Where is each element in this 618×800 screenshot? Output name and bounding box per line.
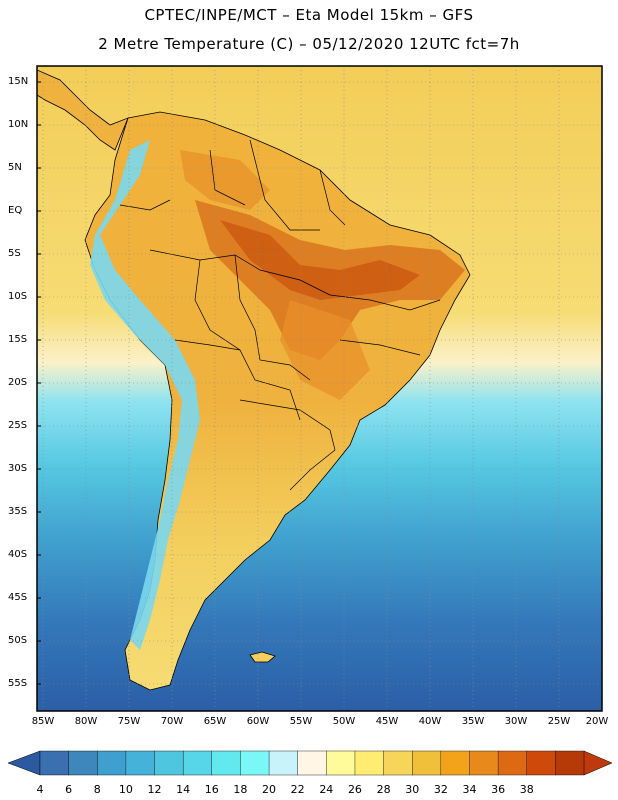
colorbar-segment [354,750,385,776]
lon-label-30w: 30W [504,716,528,727]
colorbar-under-arrow [7,750,41,776]
warm-region-center [180,150,370,400]
colorbar-segment [412,750,442,776]
colorbar-segment [440,750,470,776]
lon-label-65w: 65W [203,716,227,727]
colorbar-label: 30 [405,783,420,796]
colorbar-label: 26 [347,783,362,796]
lon-label-70w: 70W [160,716,184,727]
colorbar-segment [268,750,299,776]
colorbar-segment [68,750,98,776]
colorbar-segments [39,750,585,776]
lon-label-55w: 55W [289,716,313,727]
lat-label-55s: 55S [8,678,28,689]
colorbar-label: 34 [462,783,477,796]
lat-label-50s: 50S [8,635,28,646]
chart-subtitle: 2 Metre Temperature (C) – 05/12/2020 12U… [98,35,520,53]
colorbar-label: 8 [93,783,101,796]
colorbar-label: 12 [147,783,162,796]
colorbar-segment [182,750,213,776]
colorbar-label: 36 [491,783,506,796]
lat-label-10n: 10N [8,119,29,130]
lon-label-45w: 45W [375,716,399,727]
colorbar-label: 20 [262,783,277,796]
colorbar-segment [125,750,156,776]
hot-region-core [220,220,420,300]
lat-label-eq: EQ [8,205,23,216]
map-border [36,65,603,712]
colorbar-label: 38 [519,783,534,796]
colorbar-label: 16 [204,783,219,796]
colorbar-label: 18 [233,783,248,796]
lon-label-50w: 50W [332,716,356,727]
colorbar-segment [383,750,413,776]
colorbar-label: 24 [319,783,334,796]
lat-label-25s: 25S [8,420,28,431]
axis-ticks [37,81,41,685]
colorbar-label: 28 [376,783,391,796]
colorbar-label: 4 [36,783,44,796]
temperature-map [36,65,603,712]
lat-label-5s: 5S [8,248,21,259]
colorbar-label: 22 [290,783,305,796]
falkland-islands [249,651,276,663]
colorbar-segment [555,750,585,776]
colorbar-over-arrow [583,750,613,776]
lon-label-60w: 60W [246,716,270,727]
lat-label-40s: 40S [8,549,28,560]
colorbar-segment [240,750,270,776]
lat-label-15s: 15S [8,334,28,345]
lon-label-20w: 20W [585,716,609,727]
lat-label-30s: 30S [8,463,28,474]
lon-label-85w: 85W [31,716,55,727]
colorbar-segment [326,750,356,776]
lon-label-80w: 80W [74,716,98,727]
colorbar-segment [497,750,528,776]
colorbar-segment [211,750,241,776]
lat-label-15n: 15N [8,76,29,87]
colorbar-label: 32 [433,783,448,796]
colorbar [7,750,613,776]
lat-label-45s: 45S [8,592,28,603]
lat-label-5n: 5N [8,162,22,173]
colorbar-segment [39,750,70,776]
colorbar-segment [297,750,327,776]
lon-label-40w: 40W [418,716,442,727]
colorbar-segment [469,750,499,776]
colorbar-segment [97,750,127,776]
lon-label-75w: 75W [117,716,141,727]
colorbar-segment [154,750,184,776]
lon-label-35w: 35W [461,716,485,727]
lon-label-25w: 25W [547,716,571,727]
colorbar-label: 14 [176,783,191,796]
chart-title: CPTEC/INPE/MCT – Eta Model 15km – GFS [144,6,474,24]
lat-label-35s: 35S [8,506,28,517]
colorbar-label: 10 [118,783,133,796]
andes-cool-band [90,140,200,650]
colorbar-label: 6 [65,783,73,796]
lat-label-10s: 10S [8,291,28,302]
colorbar-segment [526,750,556,776]
lat-label-20s: 20S [8,377,28,388]
central-america-landmass [37,69,129,151]
